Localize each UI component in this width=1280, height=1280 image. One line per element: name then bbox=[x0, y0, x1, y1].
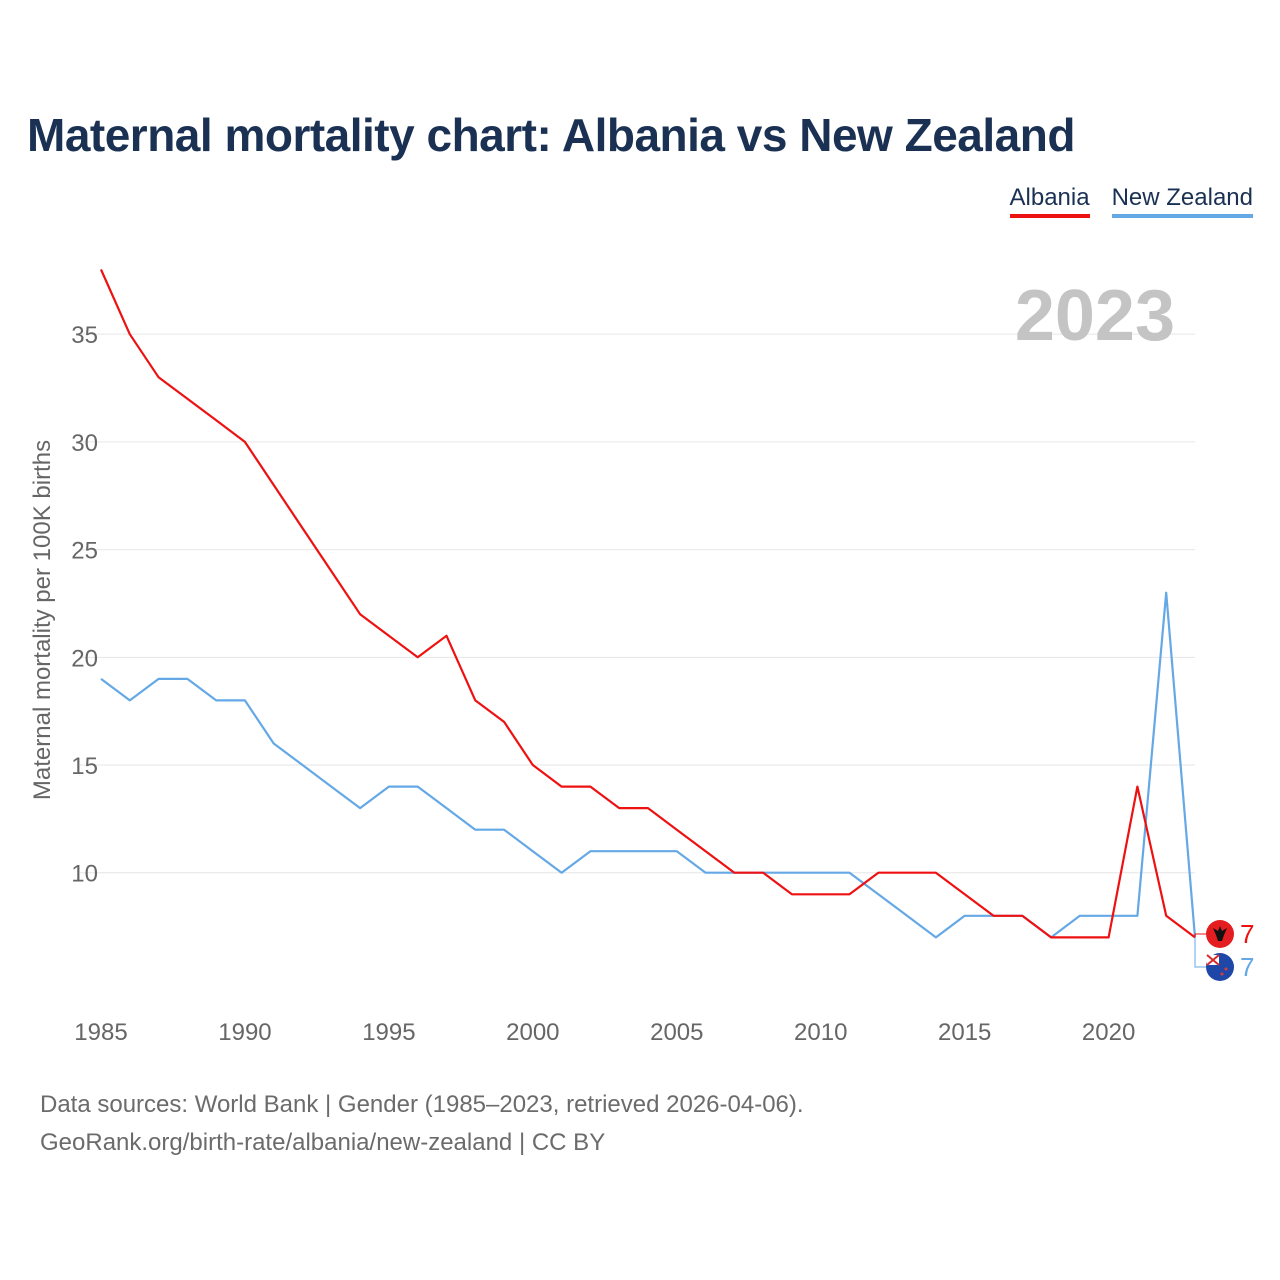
y-tick-label: 10 bbox=[71, 861, 98, 888]
end-value-label-albania: 7 bbox=[1240, 919, 1254, 949]
x-tick-label: 2010 bbox=[794, 1019, 847, 1046]
y-tick-label: 20 bbox=[71, 645, 98, 672]
series-lines bbox=[99, 269, 1197, 939]
chart-title: Maternal mortality chart: Albania vs New… bbox=[27, 109, 1075, 161]
flag-albania-icon bbox=[1206, 920, 1234, 948]
y-tick-label: 35 bbox=[71, 322, 98, 349]
x-tick-label: 2005 bbox=[650, 1019, 703, 1046]
y-axis-ticks: 10 15 20 25 30 35 bbox=[71, 322, 98, 888]
x-tick-label: 2000 bbox=[506, 1019, 559, 1046]
x-tick-label: 1985 bbox=[74, 1019, 127, 1046]
y-tick-label: 15 bbox=[71, 753, 98, 780]
x-tick-label: 2015 bbox=[938, 1019, 991, 1046]
x-tick-label: 2020 bbox=[1082, 1019, 1135, 1046]
legend: Albania New Zealand bbox=[1009, 184, 1253, 218]
legend-item-new-zealand[interactable]: New Zealand bbox=[1111, 184, 1253, 218]
end-connector-new-zealand bbox=[1194, 937, 1206, 968]
source-line-data: Data sources: World Bank | Gender (1985–… bbox=[40, 1091, 804, 1118]
source-line-url[interactable]: GeoRank.org/birth-rate/albania/new-zeala… bbox=[40, 1129, 606, 1156]
end-connector-albania bbox=[1194, 933, 1206, 938]
end-markers: 77 bbox=[1194, 919, 1254, 982]
x-tick-label: 1995 bbox=[362, 1019, 415, 1046]
y-axis-label: Maternal mortality per 100K births bbox=[29, 440, 56, 800]
year-watermark: 2023 bbox=[1015, 276, 1175, 356]
x-tick-label: 1990 bbox=[218, 1019, 271, 1046]
y-tick-label: 25 bbox=[71, 538, 98, 565]
y-tick-label: 30 bbox=[71, 430, 98, 457]
end-value-label-new-zealand: 7 bbox=[1240, 952, 1254, 982]
grid-lines bbox=[80, 333, 1195, 874]
series-line-albania[interactable] bbox=[99, 269, 1196, 939]
x-axis-ticks: 1985 1990 1995 2000 2005 2010 2015 2020 bbox=[74, 1019, 1135, 1046]
flag-new-zealand-icon bbox=[1206, 953, 1234, 981]
legend-item-albania[interactable]: Albania bbox=[1009, 184, 1090, 218]
source-note: Data sources: World Bank | Gender (1985–… bbox=[40, 1086, 804, 1162]
